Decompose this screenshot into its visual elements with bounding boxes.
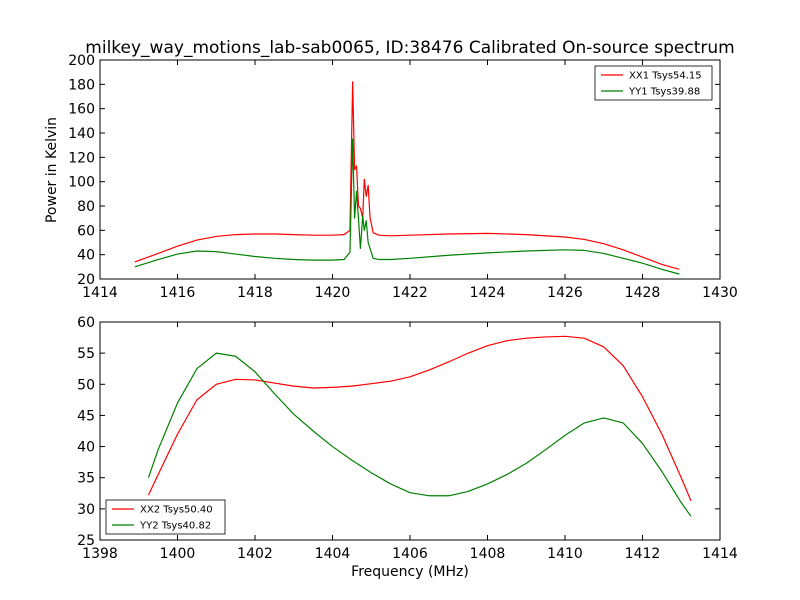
y-tick-label: 50 [77, 377, 95, 393]
legend-box [105, 499, 226, 535]
y-tick-label: 180 [68, 77, 95, 93]
top-chart: 1414 1416 1418 1420 1422 1424 1426 1428 1430 20 40… [68, 53, 738, 301]
x-tick-label: 1414 [702, 546, 738, 562]
x-tick-label: 1422 [392, 285, 428, 301]
y-tick-label: 35 [77, 471, 95, 487]
y-tick-label: 40 [77, 248, 95, 264]
x-tick-label: 1428 [625, 285, 661, 301]
y-tick-label: 30 [77, 502, 95, 518]
y-tick-label: 20 [77, 272, 95, 288]
x-tick-label: 1408 [470, 546, 506, 562]
y-tick-label: 120 [68, 150, 95, 166]
x-tick-label: 1420 [315, 285, 351, 301]
y-tick-label: 160 [68, 102, 95, 118]
y-tick-label: 40 [77, 440, 95, 456]
legend-label: XX1 Tsys54.15 [629, 71, 702, 82]
y-tick-label: 55 [77, 346, 95, 362]
chart-title: milkey_way_motions_lab-sab0065, ID:38476… [85, 38, 734, 58]
legend-label: XX2 Tsys50.40 [140, 505, 213, 516]
x-tick-label: 1414 [82, 285, 118, 301]
series-line-bottom-1 [147, 352, 692, 517]
x-tick-label: 1430 [702, 285, 738, 301]
series-line-top-1 [134, 138, 680, 275]
series-line-bottom-0 [147, 335, 692, 501]
x-tick-label: 1418 [237, 285, 273, 301]
x-tick-label: 1402 [237, 546, 273, 562]
y-tick-label: 45 [77, 408, 95, 424]
legend: XX2 Tsys50.40 YY2 Tsys40.82 [105, 499, 226, 535]
y-tick-label: 25 [77, 533, 95, 549]
x-tick-label: 1400 [160, 546, 196, 562]
x-tick-label: 1412 [625, 546, 661, 562]
x-tick-label: 1416 [160, 285, 196, 301]
y-tick-label: 140 [68, 126, 95, 142]
x-tick-label: 1410 [547, 546, 583, 562]
y-tick-label: 60 [77, 223, 95, 239]
legend-label: YY2 Tsys40.82 [139, 521, 211, 532]
bottom-chart: 1398 1400 1402 1404 1406 1408 1410 1412 1414 25 30… [77, 315, 738, 562]
x-tick-label: 1398 [82, 546, 118, 562]
y-tick-label: 200 [68, 53, 95, 69]
legend-box [594, 65, 713, 101]
y-tick-label: 100 [68, 175, 95, 191]
x-tick-label: 1426 [547, 285, 583, 301]
x-tick-label: 1424 [470, 285, 506, 301]
x-tick-label: 1406 [392, 546, 428, 562]
y-tick-label: 60 [77, 315, 95, 331]
legend-label: YY1 Tsys39.88 [628, 87, 700, 98]
top-y-axis-label: Power in Kelvin [44, 117, 60, 223]
y-tick-label: 80 [77, 199, 95, 215]
bottom-x-axis-label: Frequency (MHz) [351, 564, 469, 580]
legend: XX1 Tsys54.15 YY1 Tsys39.88 [594, 65, 713, 101]
x-tick-label: 1404 [315, 546, 351, 562]
